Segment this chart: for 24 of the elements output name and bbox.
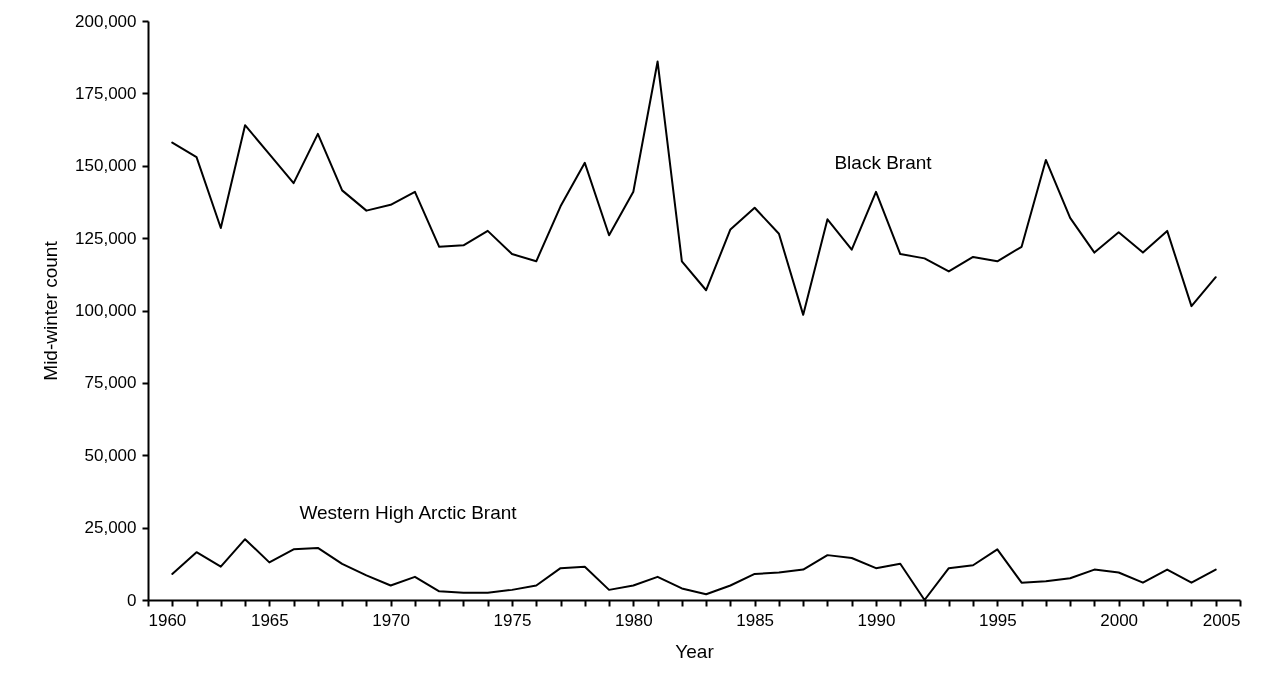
y-tick-label: 75,000 — [84, 373, 137, 393]
y-tick-label: 125,000 — [75, 228, 137, 248]
x-tick-label: 1965 — [250, 610, 289, 630]
y-axis-title: Mid-winter count — [40, 240, 62, 381]
series-label: Black Brant — [834, 152, 933, 173]
y-tick-label: 200,000 — [75, 11, 137, 31]
y-tick-label: 25,000 — [84, 518, 137, 538]
y-tick-label: 0 — [127, 590, 137, 610]
x-tick-label: 1975 — [493, 610, 532, 630]
y-tick-label: 175,000 — [75, 83, 137, 103]
y-tick-label: 150,000 — [75, 156, 137, 176]
x-tick-label: 1985 — [736, 610, 775, 630]
x-axis-title: Year — [675, 640, 715, 662]
line-series — [171, 60, 1217, 316]
x-tick-label: 1960 — [148, 610, 187, 630]
series-label: Western High Arctic Brant — [299, 502, 518, 523]
x-tick-label: 1990 — [857, 610, 896, 630]
x-tick-label: 1995 — [978, 610, 1017, 630]
x-tick-label: 1970 — [372, 610, 411, 630]
x-tick-label: 2005 — [1202, 610, 1241, 630]
x-tick-label: 1980 — [614, 610, 653, 630]
y-tick-label: 100,000 — [75, 301, 137, 320]
y-tick-label: 50,000 — [84, 445, 137, 465]
x-tick-label: 2000 — [1100, 610, 1139, 630]
